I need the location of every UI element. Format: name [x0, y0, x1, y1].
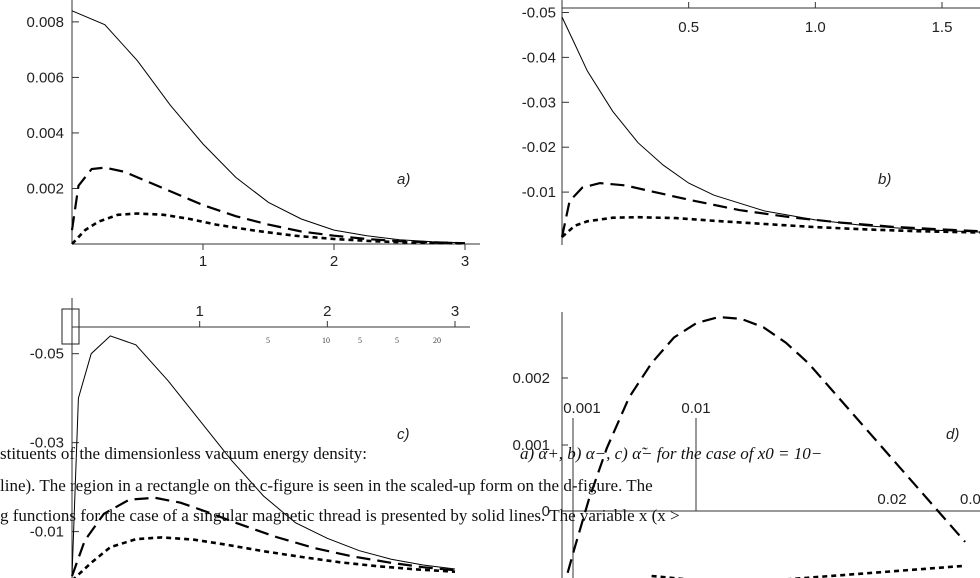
- y-tick-label: 0.002: [26, 180, 64, 197]
- x-tick-label: 1: [195, 303, 203, 320]
- y-tick-label: -0.01: [30, 524, 64, 541]
- panel-a: 1 2 3 0.002 0.004 0.006 0.008: [26, 0, 480, 270]
- y-tick-label: 0.008: [26, 14, 64, 31]
- caption-line3: g functions for the case of a singular m…: [0, 506, 680, 525]
- y-tick-label: 0.001: [512, 437, 550, 454]
- faint-tick-label: 20: [433, 336, 441, 345]
- inner-marker-label: 0.001: [563, 400, 601, 417]
- series-solid-line: [561, 16, 980, 233]
- caption-line2: line). The region in a rectangle on the …: [0, 476, 653, 495]
- y-tick-label: -0.04: [522, 49, 556, 66]
- y-tick-label: -0.05: [522, 4, 556, 21]
- x-tick-label: 3: [451, 303, 459, 320]
- x-tick-label: 3: [461, 253, 469, 270]
- y-tick-label: -0.03: [522, 94, 556, 111]
- series-dotted-line: [561, 215, 980, 238]
- series-dashed-line: [70, 496, 456, 577]
- faint-tick-label: 5: [358, 336, 362, 345]
- series-dashed-line: [70, 166, 466, 245]
- panel-a-label: a): [397, 171, 410, 188]
- series-dotted-line: [72, 536, 456, 578]
- y-tick-label: 0.004: [26, 125, 64, 142]
- inner-marker-label: 0.01: [681, 400, 710, 417]
- y-tick-label: -0.01: [522, 184, 556, 201]
- y-tick-label: 0.006: [26, 69, 64, 86]
- x-tick-label: 1.5: [932, 19, 953, 36]
- series-dashed-line: [565, 315, 966, 578]
- faint-tick-label: 5: [266, 336, 270, 345]
- faint-tick-label: 5: [395, 336, 399, 345]
- panel-d-label: d): [946, 426, 959, 443]
- series-solid-line: [71, 10, 466, 244]
- panel-b-label: b): [878, 171, 891, 188]
- faint-tick-label: 10: [322, 336, 330, 345]
- x-tick-label: 1.0: [805, 19, 826, 36]
- x-tick-label: 1: [199, 253, 207, 270]
- caption-overlay: stituents of the dimensionless vacuum en…: [0, 444, 822, 525]
- x-tick-label: 2: [323, 303, 331, 320]
- series-dotted-line: [71, 212, 466, 245]
- series-solid-line: [71, 335, 456, 577]
- panel-b: 0.5 1.0 1.5 -0.01 -0.02 -0.03 -0.04 -0.05: [522, 0, 980, 245]
- caption-line1: stituents of the dimensionless vacuum en…: [0, 444, 367, 463]
- zoom-rectangle: [61, 308, 80, 345]
- x-tick-label: 0.0: [960, 491, 980, 508]
- caption-line1b: a) α+, b) α−, c) α̃− for the case of x0 …: [520, 444, 822, 463]
- panel-c-label: c): [397, 426, 410, 443]
- y-tick-label: 0: [542, 503, 550, 520]
- y-tick-label: -0.02: [522, 139, 556, 156]
- series-dashed-line: [560, 181, 980, 238]
- x-tick-label: 2: [330, 253, 338, 270]
- series-dotted-line: [651, 564, 966, 578]
- y-tick-label: -0.05: [30, 346, 64, 363]
- y-tick-label: -0.03: [30, 435, 64, 452]
- x-tick-label: 0.5: [678, 19, 699, 36]
- y-tick-label: 0.002: [512, 370, 550, 387]
- panel-c: 1 2 3 -0.01 -0.03 -0.05 5 10 5 5 20: [30, 298, 470, 578]
- x-tick-label: 0.02: [877, 491, 906, 508]
